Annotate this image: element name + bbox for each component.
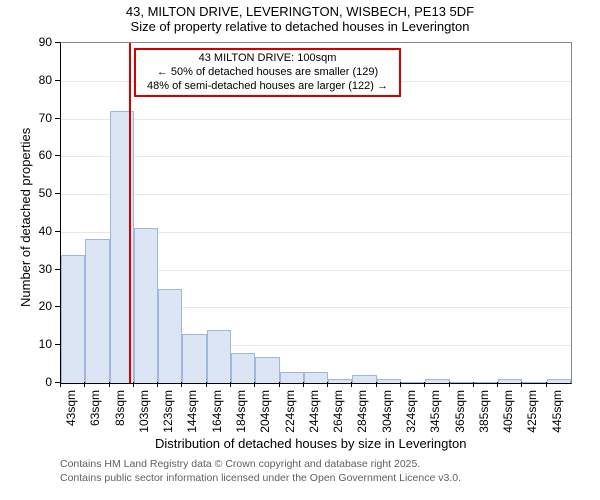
y-tick-mark: [55, 42, 60, 43]
histogram-bar: [377, 379, 401, 383]
histogram-bar: [401, 382, 425, 383]
y-tick-mark: [55, 193, 60, 194]
y-tick-mark: [55, 269, 60, 270]
y-tick-label: 30: [30, 262, 52, 276]
y-tick-label: 20: [30, 299, 52, 313]
x-tick-mark: [109, 382, 110, 387]
y-tick-mark: [55, 118, 60, 119]
callout-line: ← 50% of detached houses are smaller (12…: [140, 66, 395, 80]
x-tick-mark: [546, 382, 547, 387]
x-tick-label: 365sqm: [453, 390, 467, 438]
histogram-bar: [61, 255, 85, 383]
histogram-bar: [498, 379, 522, 383]
y-tick-label: 10: [30, 337, 52, 351]
x-tick-label: 103sqm: [137, 390, 151, 438]
x-tick-label: 123sqm: [161, 390, 175, 438]
x-tick-mark: [254, 382, 255, 387]
x-tick-mark: [230, 382, 231, 387]
histogram-bar: [85, 239, 109, 383]
x-tick-label: 63sqm: [88, 390, 102, 438]
callout-line: 48% of semi-detached houses are larger (…: [140, 80, 395, 94]
x-tick-mark: [133, 382, 134, 387]
histogram-bar: [328, 379, 352, 383]
x-tick-mark: [303, 382, 304, 387]
y-tick-mark: [55, 80, 60, 81]
y-tick-label: 50: [30, 186, 52, 200]
y-tick-mark: [55, 306, 60, 307]
grid-line: [61, 119, 571, 120]
histogram-bar: [207, 330, 231, 383]
title-line-2: Size of property relative to detached ho…: [0, 19, 600, 34]
histogram-bar: [231, 353, 255, 383]
x-tick-mark: [473, 382, 474, 387]
callout-box: 43 MILTON DRIVE: 100sqm← 50% of detached…: [134, 48, 401, 97]
y-tick-label: 0: [30, 375, 52, 389]
histogram-bar: [182, 334, 206, 383]
histogram-bar: [134, 228, 158, 383]
x-tick-mark: [84, 382, 85, 387]
x-tick-mark: [327, 382, 328, 387]
x-tick-mark: [60, 382, 61, 387]
y-tick-label: 90: [30, 35, 52, 49]
x-tick-mark: [206, 382, 207, 387]
title-line-1: 43, MILTON DRIVE, LEVERINGTON, WISBECH, …: [0, 4, 600, 19]
footnote-line-2: Contains public sector information licen…: [60, 472, 461, 486]
x-tick-mark: [449, 382, 450, 387]
histogram-bar: [352, 375, 376, 383]
x-tick-mark: [400, 382, 401, 387]
callout-line: 43 MILTON DRIVE: 100sqm: [140, 52, 395, 66]
x-tick-mark: [376, 382, 377, 387]
histogram-bar: [450, 382, 474, 383]
histogram-bar: [158, 289, 182, 383]
histogram-bar: [522, 382, 546, 383]
x-tick-label: 385sqm: [477, 390, 491, 438]
x-tick-label: 425sqm: [525, 390, 539, 438]
grid-line: [61, 156, 571, 157]
x-tick-label: 164sqm: [210, 390, 224, 438]
x-tick-label: 324sqm: [404, 390, 418, 438]
y-tick-label: 70: [30, 111, 52, 125]
x-tick-label: 83sqm: [113, 390, 127, 438]
x-tick-label: 445sqm: [550, 390, 564, 438]
x-tick-label: 244sqm: [307, 390, 321, 438]
reference-line: [129, 43, 131, 383]
y-tick-mark: [55, 231, 60, 232]
x-tick-mark: [521, 382, 522, 387]
histogram-bar: [280, 372, 304, 383]
grid-line: [61, 194, 571, 195]
x-tick-mark: [181, 382, 182, 387]
x-tick-mark: [424, 382, 425, 387]
footnote-line-1: Contains HM Land Registry data © Crown c…: [60, 458, 461, 472]
y-tick-mark: [55, 155, 60, 156]
y-tick-label: 40: [30, 224, 52, 238]
histogram-bar: [547, 379, 571, 383]
histogram-bar: [474, 382, 498, 383]
x-tick-label: 224sqm: [283, 390, 297, 438]
y-tick-label: 80: [30, 73, 52, 87]
x-tick-label: 304sqm: [380, 390, 394, 438]
chart-plot-area: 43 MILTON DRIVE: 100sqm← 50% of detached…: [60, 42, 572, 384]
x-tick-label: 43sqm: [64, 390, 78, 438]
x-tick-label: 284sqm: [355, 390, 369, 438]
y-tick-mark: [55, 344, 60, 345]
histogram-bar: [425, 379, 449, 383]
x-tick-label: 405sqm: [501, 390, 515, 438]
x-tick-label: 144sqm: [185, 390, 199, 438]
footnote: Contains HM Land Registry data © Crown c…: [60, 458, 461, 485]
x-tick-label: 345sqm: [428, 390, 442, 438]
y-tick-label: 60: [30, 148, 52, 162]
x-axis-label: Distribution of detached houses by size …: [155, 436, 466, 451]
x-tick-label: 204sqm: [258, 390, 272, 438]
x-tick-mark: [351, 382, 352, 387]
x-tick-mark: [497, 382, 498, 387]
x-tick-mark: [157, 382, 158, 387]
histogram-bar: [255, 357, 279, 383]
x-tick-mark: [279, 382, 280, 387]
x-tick-label: 184sqm: [234, 390, 248, 438]
histogram-bar: [304, 372, 328, 383]
x-tick-label: 264sqm: [331, 390, 345, 438]
